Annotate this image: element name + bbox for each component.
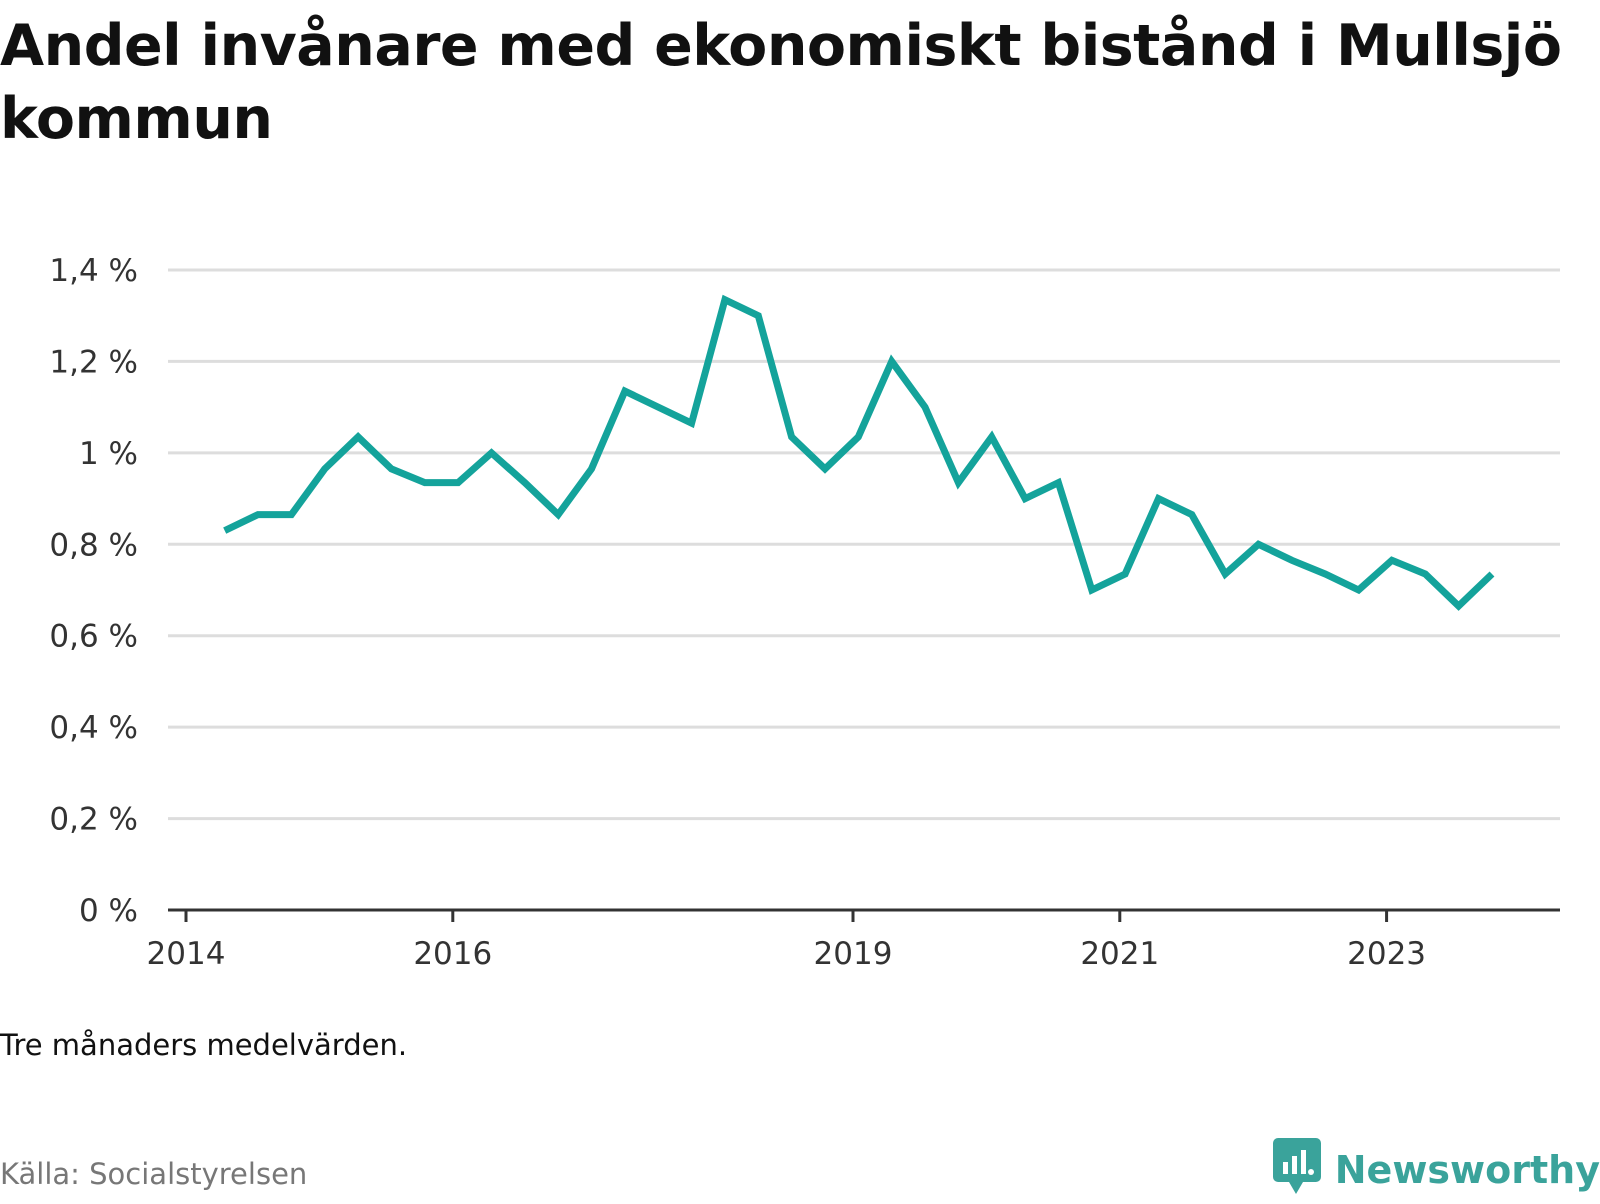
brand-name: Newsworthy <box>1335 1148 1600 1192</box>
x-tick-label: 2019 <box>814 936 893 972</box>
y-tick-label: 0,8 % <box>49 527 138 563</box>
newsworthy-logo-icon <box>1273 1136 1321 1204</box>
source-credit: Källa: Socialstyrelsen <box>0 1157 307 1191</box>
chart-note: Tre månaders medelvärden. <box>0 1028 407 1062</box>
x-tick-label: 2021 <box>1080 936 1159 972</box>
x-tick-label: 2023 <box>1347 936 1426 972</box>
y-tick-label: 1,4 % <box>49 253 138 289</box>
x-axis: 2014 2016 2019 2021 2023 <box>147 910 1560 972</box>
x-tick-label: 2014 <box>147 936 226 972</box>
y-tick-label: 1 % <box>79 436 138 472</box>
y-tick-label: 0,4 % <box>49 710 138 746</box>
y-tick-label: 1,2 % <box>49 344 138 380</box>
y-tick-label: 0,2 % <box>49 802 138 838</box>
line-chart: 0 % 0,2 % 0,4 % 0,6 % 0,8 % 1 % 1,2 % 1,4 % 201… <box>0 0 1600 1010</box>
grid-lines <box>168 270 1560 819</box>
brand-logo: Newsworthy <box>1273 1138 1600 1202</box>
x-tick-label: 2016 <box>413 936 492 972</box>
y-tick-label: 0 % <box>79 893 138 929</box>
y-axis-ticks: 0 % 0,2 % 0,4 % 0,6 % 0,8 % 1 % 1,2 % 1,4 % <box>49 253 138 929</box>
y-tick-label: 0,6 % <box>49 619 138 655</box>
